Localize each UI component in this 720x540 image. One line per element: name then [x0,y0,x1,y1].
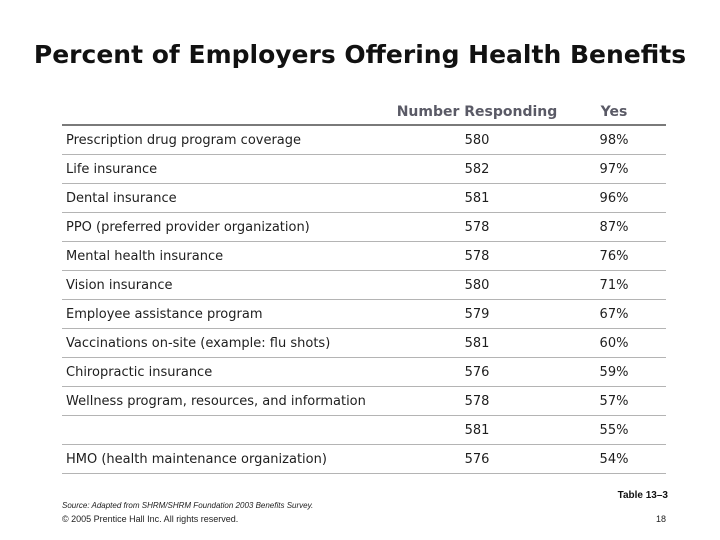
table-row: PPO (preferred provider organization) 57… [62,212,666,242]
number-cell: 576 [392,357,562,387]
slide-title: Percent of Employers Offering Health Ben… [33,40,687,69]
benefits-table: Number Responding Yes Prescription drug … [62,100,666,474]
yes-cell: 57% [562,386,666,416]
benefit-cell: Life insurance [62,154,392,184]
table-row: Wellness program, resources, and informa… [62,386,666,416]
header-number-responding: Number Responding [392,100,562,126]
number-cell: 580 [392,270,562,300]
yes-cell: 55% [562,415,666,445]
number-cell: 581 [392,415,562,445]
number-cell: 578 [392,212,562,242]
copyright-notice: © 2005 Prentice Hall Inc. All rights res… [62,514,239,524]
table-row: Life insurance 582 97% [62,154,666,184]
table-row: Prescription drug program coverage 580 9… [62,125,666,155]
yes-cell: 71% [562,270,666,300]
benefit-cell: Mental health insurance [62,241,392,271]
yes-cell: 98% [562,125,666,155]
benefit-cell: Chiropractic insurance [62,357,392,387]
table-row: HMO (health maintenance organization) 57… [62,444,666,474]
benefit-cell: Dental insurance [62,183,392,213]
yes-cell: 67% [562,299,666,329]
number-cell: 578 [392,386,562,416]
table-row: 581 55% [62,415,666,445]
yes-cell: 96% [562,183,666,213]
table-row: Dental insurance 581 96% [62,183,666,213]
benefit-cell: HMO (health maintenance organization) [62,444,392,474]
number-cell: 579 [392,299,562,329]
table-row: Chiropractic insurance 576 59% [62,357,666,387]
benefit-cell: Employee assistance program [62,299,392,329]
table-row: Employee assistance program 579 67% [62,299,666,329]
yes-cell: 87% [562,212,666,242]
number-cell: 581 [392,328,562,358]
yes-cell: 54% [562,444,666,474]
benefit-cell: Vaccinations on-site (example: flu shots… [62,328,392,358]
number-cell: 576 [392,444,562,474]
benefit-cell: Wellness program, resources, and informa… [62,386,392,416]
table-reference: Table 13–3 [617,490,668,501]
number-cell: 578 [392,241,562,271]
benefit-cell: Vision insurance [62,270,392,300]
benefit-cell: Prescription drug program coverage [62,125,392,155]
table-row: Vision insurance 580 71% [62,270,666,300]
source-note: Source: Adapted from SHRM/SHRM Foundatio… [62,501,314,510]
table-row: Vaccinations on-site (example: flu shots… [62,328,666,358]
number-cell: 581 [392,183,562,213]
benefit-cell: PPO (preferred provider organization) [62,212,392,242]
benefits-table-container: Number Responding Yes Prescription drug … [62,100,666,474]
benefit-cell [62,415,392,445]
yes-cell: 76% [562,241,666,271]
table-row: Mental health insurance 578 76% [62,241,666,271]
header-yes: Yes [562,100,666,126]
number-cell: 582 [392,154,562,184]
table-header-row: Number Responding Yes [62,100,666,126]
number-cell: 580 [392,125,562,155]
page-number: 18 [655,514,666,524]
header-benefit [62,100,392,126]
yes-cell: 60% [562,328,666,358]
yes-cell: 59% [562,357,666,387]
yes-cell: 97% [562,154,666,184]
